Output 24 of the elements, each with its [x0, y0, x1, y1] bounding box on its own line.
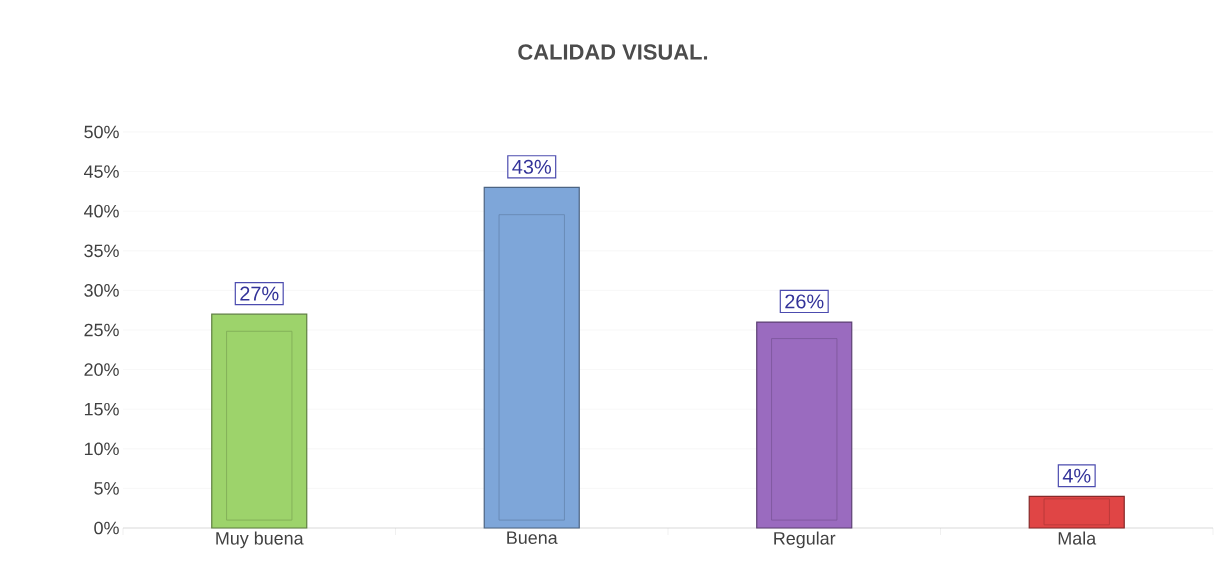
data-label: 26%	[785, 294, 824, 309]
y-tick-label: 10%	[84, 442, 119, 456]
x-tick-label: Mala	[1058, 531, 1097, 545]
chart-title: CALIDAD VISUAL.	[518, 44, 708, 60]
y-tick-label: 20%	[84, 363, 119, 376]
y-tick-label: 35%	[84, 244, 119, 258]
data-label: 27%	[240, 286, 279, 301]
y-tick-label: 45%	[84, 165, 119, 178]
x-tick-label: Regular	[774, 531, 836, 549]
y-tick-label: 5%	[94, 482, 119, 495]
y-tick-label: 50%	[84, 125, 119, 139]
data-label: 4%	[1062, 468, 1091, 483]
bar	[1028, 495, 1125, 529]
bar	[211, 313, 308, 529]
data-label: 43%	[512, 159, 551, 174]
bar	[483, 186, 580, 529]
x-tick-label: Buena	[507, 531, 558, 545]
y-tick-label: 0%	[94, 521, 119, 535]
x-tick-label: Muy buena	[216, 531, 304, 549]
y-tick-label: 30%	[84, 284, 119, 297]
y-tick-label: 25%	[84, 323, 119, 337]
bar	[756, 321, 853, 529]
y-tick-label: 15%	[84, 402, 119, 416]
y-tick-label: 40%	[84, 204, 119, 218]
